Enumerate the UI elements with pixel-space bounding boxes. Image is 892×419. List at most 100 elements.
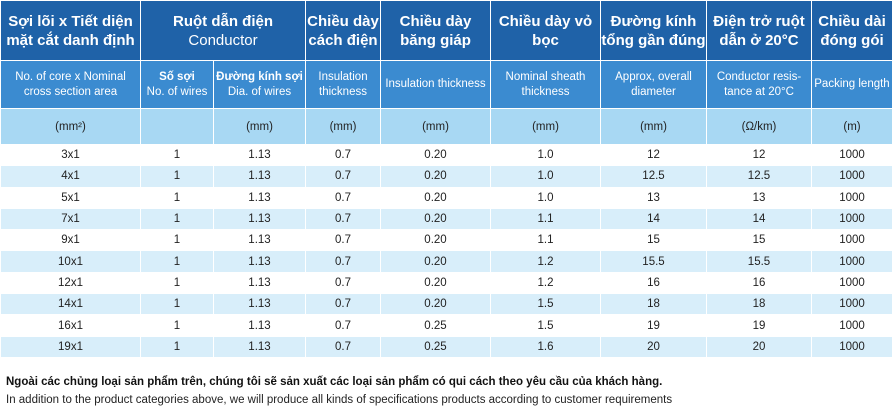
col-resistance-title-vi: Điện trở ruột dẫn ở 20°C <box>706 0 812 61</box>
table-cell: 1.2 <box>490 271 601 295</box>
table-cell: 12 <box>600 143 707 167</box>
table-cell: 15.5 <box>706 250 812 273</box>
table-row: 5x1 1 1.13 0.7 0.20 1.0 13 13 1000 <box>0 186 892 209</box>
table-cell: 1.6 <box>490 335 601 358</box>
wire-dia-title-vi: Đường kính sợi <box>216 70 303 83</box>
unit-cell: (mm) <box>213 108 306 145</box>
table-cell: 1 <box>140 250 214 273</box>
table-cell: 1.13 <box>213 250 306 273</box>
table-cell: 18 <box>600 293 707 316</box>
col-diameter-title-vi: Đường kính tổng gần đúng <box>600 0 707 61</box>
table-cell: 0.7 <box>305 335 381 358</box>
table-row: 3x1 1 1.13 0.7 0.20 1.0 12 12 1000 <box>0 143 892 167</box>
table-row: 10x1 1 1.13 0.7 0.20 1.2 15.5 15.5 1000 <box>0 250 892 273</box>
header-row-en: No. of core x Nominal cross section area… <box>0 60 892 109</box>
header-row-vi: Sợi lõi x Tiết diện mặt cắt danh định Ru… <box>0 0 892 61</box>
col-sheath-title-vi: Chiều dày vỏ bọc <box>490 0 601 61</box>
table-cell: 1.2 <box>490 250 601 273</box>
unit-cell: (mm) <box>380 108 491 145</box>
table-cell: 0.20 <box>380 250 491 273</box>
table-cell: 0.7 <box>305 165 381 188</box>
table-cell: 1000 <box>811 293 892 316</box>
table-cell: 1.0 <box>490 165 601 188</box>
table-cell: 9x1 <box>0 229 141 252</box>
table-cell: 0.20 <box>380 229 491 252</box>
conductor-title-en: Conductor <box>188 31 258 49</box>
table-cell: 1.13 <box>213 165 306 188</box>
table-cell: 0.7 <box>305 186 381 209</box>
table-cell: 1.0 <box>490 186 601 209</box>
table-cell: 0.20 <box>380 207 491 231</box>
table-cell: 12.5 <box>706 165 812 188</box>
table-row: 19x1 1 1.13 0.7 0.25 1.6 20 20 1000 <box>0 335 892 358</box>
table-cell: 0.20 <box>380 165 491 188</box>
wires-title-vi: Số sợi <box>159 70 195 83</box>
table-cell: 1.1 <box>490 229 601 252</box>
table-cell: 12 <box>706 143 812 167</box>
table-cell: 0.7 <box>305 207 381 231</box>
table-cell: 1.13 <box>213 229 306 252</box>
table-cell: 1.5 <box>490 314 601 337</box>
table-cell: 1000 <box>811 165 892 188</box>
col-packing-title-en: Packing length <box>811 60 892 109</box>
table-cell: 0.7 <box>305 314 381 337</box>
col-packing-title-vi: Chiều dài đóng gói <box>811 0 892 61</box>
table-cell: 12.5 <box>600 165 707 188</box>
table-cell: 14 <box>600 207 707 231</box>
col-wire-dia-title: Đường kính sợi Dia. of wires <box>213 60 306 109</box>
col-diameter-title-en: Approx, overall diameter <box>600 60 707 109</box>
spec-table: Sợi lõi x Tiết diện mặt cắt danh định Ru… <box>0 0 892 358</box>
notes: Ngoài các chủng loại sản phẩm trên, chún… <box>0 376 892 406</box>
table-cell: 1000 <box>811 335 892 358</box>
col-core-title-vi: Sợi lõi x Tiết diện mặt cắt danh định <box>0 0 141 61</box>
table-row: 9x1 1 1.13 0.7 0.20 1.1 15 15 1000 <box>0 229 892 252</box>
col-core-title-en: No. of core x Nominal cross section area <box>0 60 141 109</box>
table-body: 3x1 1 1.13 0.7 0.20 1.0 12 12 1000 4x1 1 1.13 0.7 0.2… <box>0 143 892 358</box>
table-cell: 1.13 <box>213 293 306 316</box>
table-cell: 1000 <box>811 314 892 337</box>
table-cell: 0.25 <box>380 335 491 358</box>
table-cell: 16x1 <box>0 314 141 337</box>
table-cell: 1000 <box>811 143 892 167</box>
table-row: 12x1 1 1.13 0.7 0.20 1.2 16 16 1000 <box>0 271 892 295</box>
table-cell: 15 <box>706 229 812 252</box>
table-cell: 1000 <box>811 271 892 295</box>
col-sheath-title-en: Nominal sheath thickness <box>490 60 601 109</box>
wires-title-en: No. of wires <box>146 85 208 98</box>
wire-dia-title-en: Dia. of wires <box>227 85 292 98</box>
table-cell: 0.20 <box>380 143 491 167</box>
table-cell: 1.5 <box>490 293 601 316</box>
table-cell: 1.0 <box>490 143 601 167</box>
unit-cell: (mm²) <box>0 108 141 145</box>
table-cell: 0.7 <box>305 229 381 252</box>
table-cell: 1.13 <box>213 186 306 209</box>
table-cell: 0.25 <box>380 314 491 337</box>
table-cell: 1 <box>140 314 214 337</box>
table-cell: 1.13 <box>213 207 306 231</box>
table-cell: 0.7 <box>305 271 381 295</box>
table-cell: 1.13 <box>213 335 306 358</box>
table-cell: 0.7 <box>305 250 381 273</box>
table-cell: 14x1 <box>0 293 141 316</box>
col-conductor-title: Ruột dẫn điện Conductor <box>140 0 306 61</box>
table-cell: 20 <box>706 335 812 358</box>
col-insulation-title-en: Insulation thickness <box>305 60 381 109</box>
table-cell: 19 <box>706 314 812 337</box>
table-cell: 1 <box>140 293 214 316</box>
table-cell: 1.13 <box>213 143 306 167</box>
table-cell: 0.20 <box>380 186 491 209</box>
unit-cell: (mm) <box>600 108 707 145</box>
table-cell: 16 <box>600 271 707 295</box>
table-cell: 18 <box>706 293 812 316</box>
table-cell: 19 <box>600 314 707 337</box>
table-cell: 16 <box>706 271 812 295</box>
table-cell: 1 <box>140 186 214 209</box>
table-cell: 14 <box>706 207 812 231</box>
table-cell: 15.5 <box>600 250 707 273</box>
unit-cell: (m) <box>811 108 892 145</box>
table-cell: 20 <box>600 335 707 358</box>
table-cell: 1.13 <box>213 271 306 295</box>
table-cell: 12x1 <box>0 271 141 295</box>
table-cell: 1 <box>140 271 214 295</box>
table-cell: 19x1 <box>0 335 141 358</box>
